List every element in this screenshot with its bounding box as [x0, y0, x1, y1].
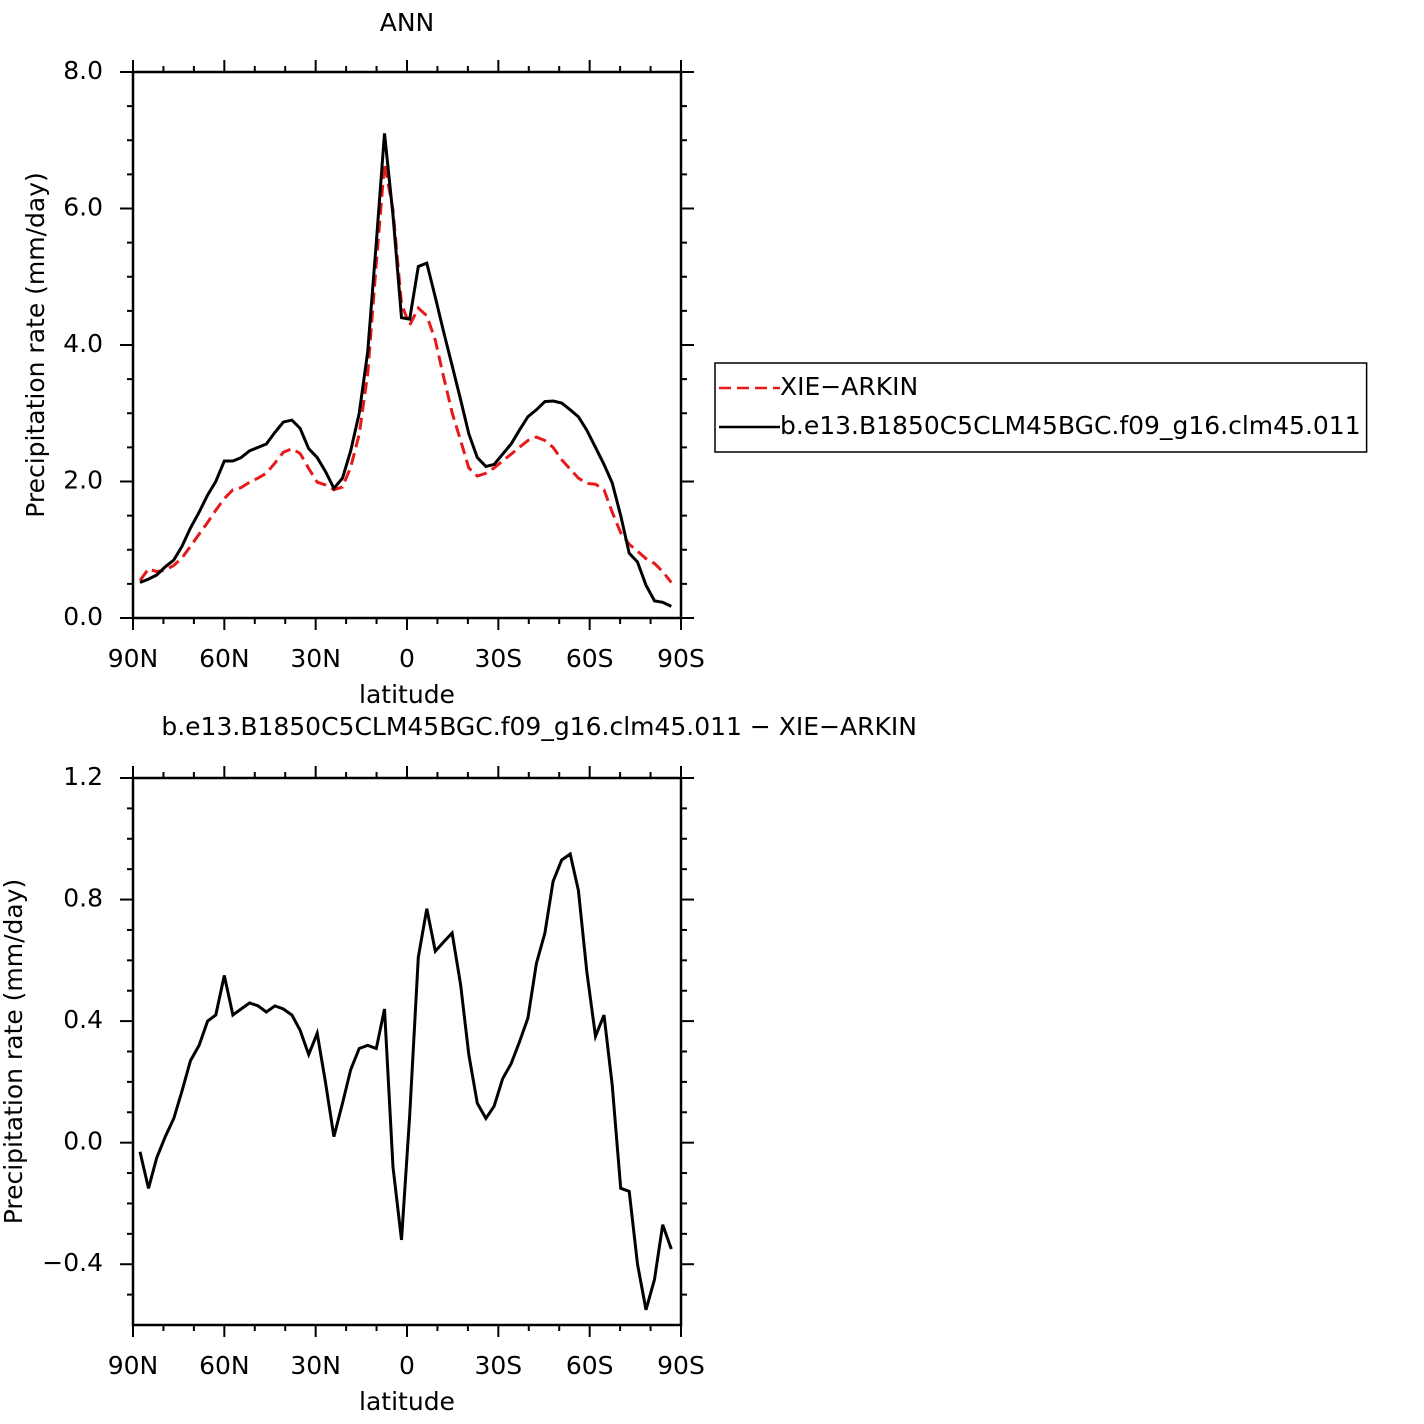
- plot-frame: [131, 70, 683, 620]
- x-tick-label: 60S: [566, 644, 614, 673]
- x-axis-label: latitude: [359, 680, 455, 709]
- data-line: [138, 163, 673, 584]
- x-tick-label: 0: [399, 644, 415, 673]
- y-tick-label: 0.4: [63, 1005, 103, 1034]
- x-tick-label: 90N: [108, 644, 159, 673]
- x-tick-label: 90N: [108, 1351, 159, 1380]
- x-tick-label: 90S: [657, 644, 705, 673]
- y-tick-label: −0.4: [42, 1248, 103, 1277]
- y-tick-label: 6.0: [63, 193, 103, 222]
- y-tick-label: 8.0: [63, 56, 103, 85]
- legend: XIE−ARKIN b.e13.B1850C5CLM45BGC.f09_g16.c…: [714, 362, 1368, 453]
- y-axis-label: Precipitation rate (mm/day): [21, 172, 50, 518]
- data-line: [138, 851, 673, 1311]
- x-tick-label: 0: [399, 1351, 415, 1380]
- x-tick-label: 90S: [657, 1351, 705, 1380]
- y-tick-label: 4.0: [63, 329, 103, 358]
- x-tick-label: 60N: [199, 644, 250, 673]
- y-tick-label: 0.0: [63, 1127, 103, 1156]
- legend-box: [714, 362, 1368, 453]
- legend-label: XIE−ARKIN: [780, 372, 918, 401]
- data-line: [139, 133, 672, 608]
- y-axis-label: Precipitation rate (mm/day): [0, 879, 28, 1225]
- y-tick-label: 0.8: [63, 884, 103, 913]
- x-tick-label: 30N: [290, 1351, 341, 1380]
- axes: [120, 766, 694, 1337]
- y-tick-label: 2.0: [63, 466, 103, 495]
- x-tick-label: 30S: [474, 1351, 522, 1380]
- chart-title: b.e13.B1850C5CLM45BGC.f09_g16.clm45.011 …: [161, 712, 917, 741]
- y-tick-label: 0.0: [63, 602, 103, 631]
- axes: [120, 60, 694, 630]
- x-tick-label: 30N: [290, 644, 341, 673]
- chart-title: ANN: [380, 8, 435, 37]
- x-tick-label: 60S: [566, 1351, 614, 1380]
- legend-label: b.e13.B1850C5CLM45BGC.f09_g16.clm45.011: [780, 411, 1361, 440]
- x-tick-label: 60N: [199, 1351, 250, 1380]
- x-tick-label: 30S: [474, 644, 522, 673]
- y-tick-label: 1.2: [63, 762, 103, 791]
- x-axis-label: latitude: [359, 1387, 455, 1416]
- plot-frame: [131, 776, 683, 1327]
